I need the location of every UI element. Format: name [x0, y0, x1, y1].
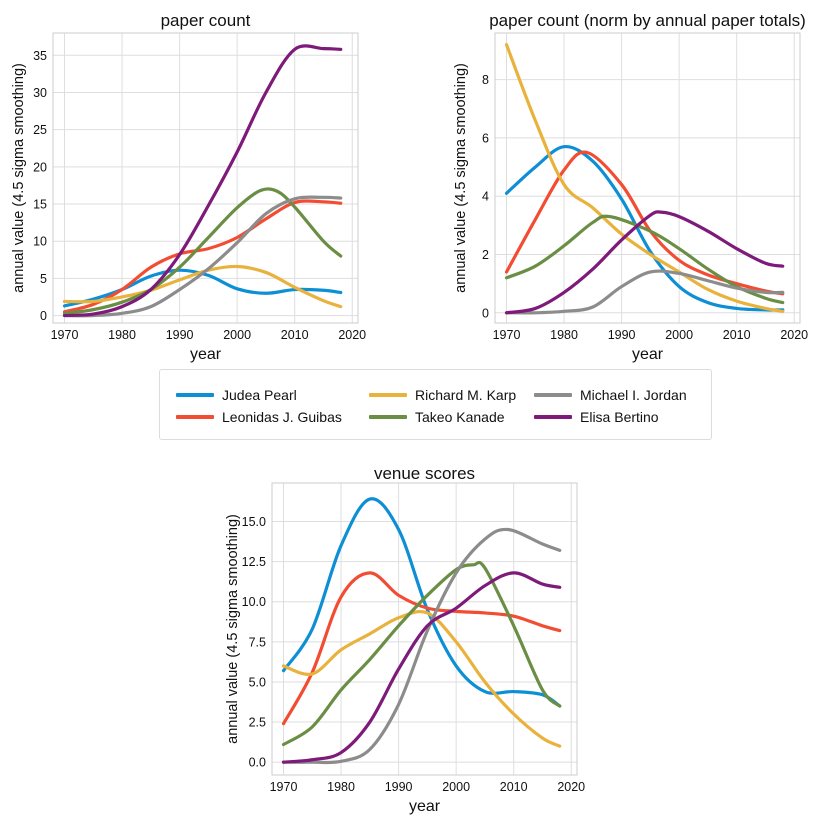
x-tick-label: 2010 [500, 780, 528, 794]
x-tick-label: 1990 [608, 328, 636, 342]
x-tick-label: 2010 [723, 328, 751, 342]
y-axis-label: annual value (4.5 sigma smoothing) [11, 63, 27, 293]
x-axis-label: year [190, 346, 222, 363]
series-line-takeo-kanade [281, 560, 562, 747]
legend-swatch [369, 393, 407, 397]
x-tick-label: 1990 [166, 328, 194, 342]
y-tick-label: 12.5 [242, 555, 266, 569]
series-line-michael-i-jordan [62, 195, 343, 318]
x-tick-labels: 1970 1980 1990 2000 2010 2020 [270, 780, 586, 794]
legend-item-judea-pearl: Judea Pearl [176, 385, 297, 405]
x-tick-label: 1970 [270, 780, 298, 794]
legend-swatch [369, 415, 407, 419]
series-line-michael-i-jordan [504, 269, 785, 315]
y-tick-label: 0.0 [249, 756, 266, 770]
legend-swatch [176, 393, 214, 397]
plot-frame [52, 32, 359, 324]
y-tick-label: 5 [40, 272, 47, 286]
legend-label: Michael I. Jordan [580, 387, 687, 403]
series-line-michael-i-jordan [281, 527, 562, 765]
y-tick-label: 7.5 [249, 635, 266, 649]
y-tick-label: 10 [33, 235, 47, 249]
series-line-richard-m-karp [504, 43, 785, 313]
series-lines [281, 497, 562, 765]
legend-item-michael-jordan: Michael I. Jordan [534, 385, 687, 405]
y-tick-label: 25 [33, 123, 47, 137]
y-tick-label: 10.0 [242, 595, 266, 609]
y-tick-label: 0 [482, 306, 489, 320]
legend-item-elisa-bertino: Elisa Bertino [534, 407, 659, 427]
series-line-elisa-bertino [62, 44, 343, 318]
chart-title: paper count (norm by annual paper totals… [489, 11, 806, 30]
y-axis-label: annual value (4.5 sigma smoothing) [225, 514, 241, 744]
x-tick-label: 1980 [550, 328, 578, 342]
x-tick-label: 2000 [223, 328, 251, 342]
gridlines [53, 33, 358, 323]
legend-swatch [534, 415, 572, 419]
y-tick-labels: 0 2 4 6 8 [482, 73, 489, 320]
legend-label: Richard M. Karp [415, 387, 517, 403]
legend-swatch [534, 393, 572, 397]
legend-swatch [176, 415, 214, 419]
x-tick-label: 1990 [385, 780, 413, 794]
chart-3: 1970 1980 1990 2000 2010 2020 0.0 2.5 5.0 7.5 10.0… [225, 464, 585, 815]
y-tick-label: 15.0 [242, 515, 266, 529]
chart-1: 1970 1980 1990 2000 2010 2020 0 5 10 15 20 25 30 35 pa… [11, 11, 366, 363]
y-tick-label: 35 [33, 49, 47, 63]
legend-item-richard-karp: Richard M. Karp [369, 385, 516, 405]
legend-label: Leonidas J. Guibas [222, 409, 342, 425]
chart-2: 1970 1980 1990 2000 2010 2020 0 2 4 6 8 paper count… [453, 11, 808, 363]
y-tick-label: 0 [40, 309, 47, 323]
y-tick-label: 30 [33, 86, 47, 100]
legend-item-takeo-kanade: Takeo Kanade [369, 407, 505, 427]
series-lines [504, 43, 785, 315]
series-line-richard-m-karp [281, 609, 562, 748]
y-tick-label: 6 [482, 131, 489, 145]
y-tick-label: 8 [482, 73, 489, 87]
chart-title: venue scores [374, 464, 475, 483]
chart-title: paper count [161, 11, 251, 30]
x-axis-label: year [632, 346, 664, 363]
x-tick-label: 2000 [442, 780, 470, 794]
legend-label: Takeo Kanade [415, 409, 505, 425]
x-tick-labels: 1970 1980 1990 2000 2010 2020 [51, 328, 367, 342]
legend-label: Elisa Bertino [580, 409, 659, 425]
y-tick-label: 15 [33, 198, 47, 212]
series-line-elisa-bertino [504, 210, 785, 315]
series-line-judea-pearl [62, 268, 343, 308]
series-line-judea-pearl [504, 145, 785, 312]
x-tick-label: 2020 [338, 328, 366, 342]
series-lines [62, 44, 343, 318]
y-tick-label: 20 [33, 160, 47, 174]
x-axis-label: year [409, 798, 441, 815]
legend-label: Judea Pearl [222, 387, 297, 403]
y-tick-label: 2 [482, 248, 489, 262]
gridlines [495, 33, 800, 323]
y-axis-label: annual value (4.5 sigma smoothing) [453, 63, 469, 293]
series-line-takeo-kanade [62, 187, 343, 315]
x-tick-label: 2010 [281, 328, 309, 342]
plot-frame [271, 482, 578, 776]
y-tick-labels: 0.0 2.5 5.0 7.5 10.0 12.5 15.0 [242, 515, 266, 770]
y-tick-labels: 0 5 10 15 20 25 30 35 [33, 49, 47, 323]
y-tick-label: 5.0 [249, 675, 266, 689]
series-line-leonidas-j-guibas [62, 199, 343, 314]
x-tick-label: 2000 [665, 328, 693, 342]
legend: Judea Pearl Leonidas J. Guibas Richard M… [159, 369, 712, 440]
series-line-leonidas-j-guibas [281, 571, 562, 726]
x-tick-label: 1980 [108, 328, 136, 342]
x-tick-label: 1980 [327, 780, 355, 794]
x-tick-label: 2020 [557, 780, 585, 794]
series-line-judea-pearl [281, 497, 562, 708]
x-tick-label: 1970 [51, 328, 79, 342]
series-line-elisa-bertino [281, 571, 562, 764]
y-tick-label: 4 [482, 190, 489, 204]
x-tick-labels: 1970 1980 1990 2000 2010 2020 [493, 328, 809, 342]
legend-item-leonidas-guibas: Leonidas J. Guibas [176, 407, 342, 427]
x-tick-label: 2020 [780, 328, 808, 342]
x-tick-label: 1970 [493, 328, 521, 342]
plot-frame [494, 32, 801, 324]
y-tick-label: 2.5 [249, 716, 266, 730]
